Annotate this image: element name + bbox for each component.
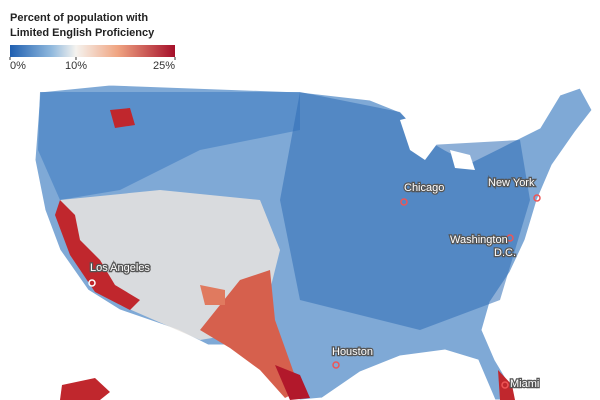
inset-region <box>60 378 110 400</box>
legend-title: Limited English Proficiency <box>10 27 155 39</box>
city-label: Washington <box>450 234 508 246</box>
lake <box>400 115 440 160</box>
lake <box>450 150 475 170</box>
city-marker <box>400 198 408 206</box>
scale-tick-label: 10% <box>65 60 87 72</box>
city-label: Miami <box>510 378 539 390</box>
city-marker <box>332 361 340 369</box>
city-label: Chicago <box>404 182 444 194</box>
city-markers <box>88 194 541 389</box>
city-marker <box>506 234 514 242</box>
region <box>280 92 530 330</box>
hot-region <box>55 200 140 310</box>
hot-region <box>200 285 225 305</box>
hot-region <box>110 108 135 128</box>
hot-region <box>275 365 310 400</box>
scale-tick-label: 25% <box>153 60 175 72</box>
us-map <box>34 84 593 400</box>
scale-tick-label: 0% <box>10 60 26 72</box>
city-marker <box>533 194 541 202</box>
city-marker <box>88 279 96 287</box>
city-label: Los Angeles <box>90 262 150 274</box>
city-marker <box>501 381 509 389</box>
legend-title: Percent of population with <box>10 12 148 24</box>
city-label: New York <box>488 177 535 189</box>
color-scale <box>10 45 175 57</box>
city-label: Houston <box>332 346 373 358</box>
hot-region <box>498 370 515 400</box>
city-label: D.C. <box>494 247 516 259</box>
region <box>38 92 300 200</box>
